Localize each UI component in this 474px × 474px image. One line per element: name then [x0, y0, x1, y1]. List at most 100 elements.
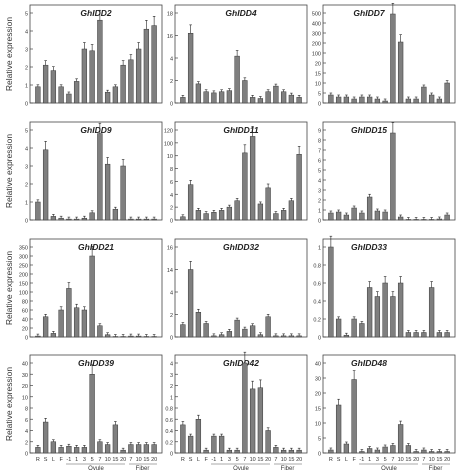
y-tick-label: 3: [170, 373, 173, 379]
bar: [390, 13, 396, 104]
plot-frame: [322, 4, 456, 104]
chart-panel-ghidd7: GhIDD7 0 5 10 15 20 100 200 300 400 500: [312, 3, 456, 108]
plot-frame: [174, 354, 308, 454]
y-tick-label: 4: [25, 429, 28, 435]
x-tick-label: F: [204, 457, 208, 463]
bar: [359, 451, 365, 454]
bar: [413, 451, 419, 454]
bar: [374, 98, 381, 104]
bar: [104, 163, 111, 221]
bar: [421, 219, 427, 221]
bar: [73, 447, 80, 454]
chart-title: GhIDD7: [353, 8, 385, 18]
y-tick-label: 10: [315, 422, 321, 428]
chart-title: GhIDD15: [351, 125, 387, 135]
bar: [112, 336, 119, 338]
y-tick-label: 14: [167, 268, 173, 274]
bar: [366, 448, 373, 454]
y-tick-label: 1: [25, 201, 28, 207]
y-tick-label: 150: [19, 282, 28, 288]
bar: [135, 48, 142, 104]
bar: [382, 282, 388, 338]
x-tick-label: 1: [220, 457, 223, 463]
group-label-fiber: Fiber: [281, 466, 295, 472]
bar: [257, 387, 264, 454]
bar: [405, 332, 412, 338]
x-tick-label: 20: [265, 457, 271, 463]
chart-title: GhIDD4: [225, 8, 256, 18]
y-tick-label: 0.8: [165, 407, 173, 413]
bar: [413, 98, 419, 104]
bar: [73, 81, 80, 104]
bar: [234, 55, 240, 104]
y-tick-label: 1: [25, 84, 28, 90]
bar: [257, 203, 264, 221]
chart-title: GhIDD32: [223, 242, 259, 252]
y-tick-label: 0: [170, 219, 173, 225]
chart-panel-ghidd32: GhIDD32 0 2 4 14 16: [167, 238, 308, 342]
bar: [195, 419, 202, 454]
y-tick-label: 5: [318, 169, 321, 175]
bar: [249, 325, 256, 338]
bar: [104, 444, 111, 454]
bar: [97, 19, 103, 104]
group-label-ovule: Ovule: [233, 466, 249, 472]
bar: [242, 80, 248, 104]
bar: [428, 219, 435, 221]
x-tick-label: 3: [83, 457, 86, 463]
y-tick-label: 300: [312, 32, 321, 38]
y-tick-label: 0: [318, 452, 321, 458]
x-tick-label: 7: [274, 457, 277, 463]
bar: [359, 323, 365, 338]
bar: [58, 309, 64, 338]
x-tick-label: 1: [368, 457, 371, 463]
bar: [265, 316, 271, 338]
y-tick-label: 0: [170, 102, 173, 108]
x-tick-label: 5: [236, 457, 239, 463]
x-tick-label: 5: [91, 457, 94, 463]
bar: [120, 336, 126, 338]
bar: [280, 91, 287, 104]
bar: [257, 334, 264, 338]
bar: [218, 435, 225, 454]
y-tick-label: 4: [170, 57, 173, 63]
bar: [151, 444, 157, 454]
y-tick-label: 10: [315, 82, 321, 88]
group-label-ovule: Ovule: [381, 466, 397, 472]
bar: [444, 214, 450, 221]
y-tick-label: 8: [25, 407, 28, 413]
y-tick-label: 200: [312, 42, 321, 48]
y-tick-label: 3: [25, 48, 28, 54]
bar: [444, 332, 450, 338]
plot-frame: [29, 4, 163, 104]
bar: [203, 91, 209, 104]
y-tick-label: 6: [318, 159, 321, 165]
y-tick-label: 30: [315, 377, 321, 383]
y-tick-label: 250: [19, 264, 28, 270]
bar: [35, 335, 41, 338]
bar: [128, 335, 134, 338]
y-tick-label: 20: [22, 327, 28, 333]
y-tick-label: 2: [25, 440, 28, 446]
bar: [397, 424, 404, 454]
y-tick-label: 16: [167, 34, 173, 40]
bar: [265, 430, 271, 454]
y-tick-label: 10: [22, 395, 28, 401]
x-tick-label: 7: [98, 457, 101, 463]
plot-frame: [322, 354, 456, 454]
y-tick-label: 40: [315, 362, 321, 368]
bar: [234, 319, 240, 338]
plot-frame: [322, 121, 456, 221]
bar: [280, 335, 287, 338]
bar: [343, 443, 350, 454]
bar: [97, 133, 103, 221]
bar: [397, 216, 404, 221]
bar: [335, 96, 342, 104]
bar: [143, 444, 150, 454]
bar: [143, 336, 150, 338]
bar: [374, 210, 381, 221]
bar: [218, 334, 225, 338]
y-tick-label: 0: [318, 219, 321, 225]
bar: [374, 449, 381, 454]
